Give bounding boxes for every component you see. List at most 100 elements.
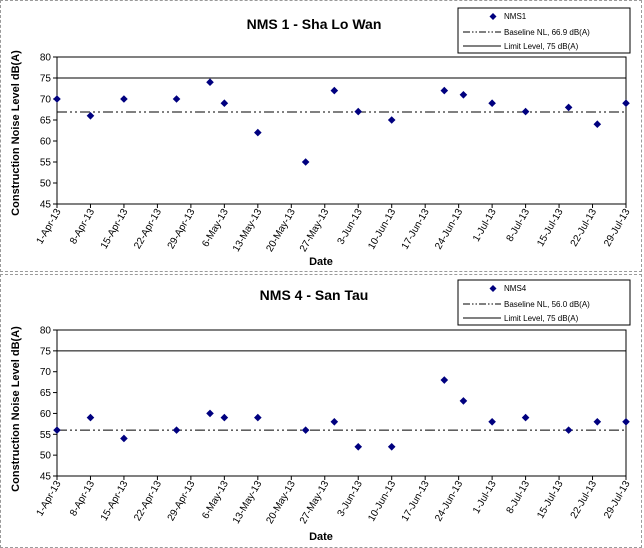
x-tick-label: 8-Jul-13: [505, 479, 533, 516]
legend-entry-series: NMS1: [504, 12, 527, 21]
data-point: [440, 86, 449, 95]
x-tick-label: 1-Jul-13: [471, 479, 499, 516]
x-tick-label: 8-Apr-13: [68, 207, 97, 247]
data-point: [172, 95, 181, 103]
data-point: [206, 78, 214, 86]
x-tick-label: 20-May-13: [264, 479, 298, 526]
x-tick-label: 22-Apr-13: [132, 479, 164, 523]
x-tick-label: 20-May-13: [264, 207, 298, 254]
data-point: [254, 128, 262, 137]
x-tick-label: 29-Apr-13: [166, 479, 198, 523]
data-point: [220, 413, 229, 422]
y-tick-label: 65: [40, 116, 52, 127]
x-tick-label: 1-Apr-13: [35, 207, 64, 247]
x-tick-label: 15-Jul-13: [535, 207, 566, 249]
data-point: [172, 426, 181, 434]
x-tick-label: 13-May-13: [231, 479, 265, 526]
data-point: [622, 99, 630, 107]
y-tick-label: 75: [40, 74, 52, 85]
x-tick-label: 3-Jun-13: [336, 479, 365, 519]
data-point: [564, 103, 573, 112]
data-point: [53, 426, 61, 434]
x-tick-label: 22-Jul-13: [569, 207, 600, 249]
x-tick-label: 15-Apr-13: [99, 479, 131, 523]
legend: NMS1 Baseline NL, 66.9 dB(A) Limit Level…: [457, 7, 631, 54]
x-tick-label: 10-Jun-13: [366, 207, 398, 252]
x-tick-label: 1-Jul-13: [471, 207, 499, 244]
data-point: [301, 426, 310, 434]
plot-frame: [56, 329, 627, 477]
data-point: [254, 413, 262, 422]
x-tick-label: 6-May-13: [200, 207, 231, 249]
x-tick-label: 10-Jun-13: [366, 479, 398, 524]
legend-entry-limit: Limit Level, 75 dB(A): [504, 314, 579, 323]
data-point: [387, 116, 396, 124]
plot-frame: [56, 56, 627, 205]
data-point: [220, 99, 229, 107]
x-tick-label: 17-Jun-13: [400, 479, 432, 524]
chart-nms1: NMS 1 - Sha Lo Wan 45 50 55 60 65 70 75 80 1-Apr…: [10, 7, 633, 268]
x-tick-label: 13-May-13: [231, 207, 265, 254]
y-tick-label: 75: [40, 346, 52, 357]
y-tick-label: 65: [40, 388, 52, 399]
legend-marker-diamond: [489, 13, 497, 20]
y-tick-label: 45: [40, 472, 52, 483]
y-axis-label: Construction Noise Level dB(A): [10, 326, 22, 492]
data-point: [120, 95, 128, 103]
data-point: [330, 86, 339, 95]
data-point: [521, 107, 530, 116]
x-tick-label: 27-May-13: [298, 479, 332, 526]
data-point: [622, 417, 630, 426]
data-point: [593, 120, 602, 128]
data-point: [488, 99, 496, 107]
data-point: [459, 91, 468, 99]
x-tick-label: 8-Jul-13: [505, 207, 533, 244]
data-point: [488, 417, 496, 426]
x-tick-label: 15-Apr-13: [99, 207, 131, 251]
data-point: [354, 443, 363, 451]
data-point: [564, 426, 573, 434]
y-tick-label: 60: [40, 409, 52, 420]
chart-title: NMS 1 - Sha Lo Wan: [247, 16, 382, 32]
x-tick-label: 3-Jun-13: [336, 207, 365, 247]
chart-nms4: NMS 4 - San Tau 45 50 55 60 65 70 75 80 1-Apr-13…: [10, 279, 633, 543]
x-axis-label: Date: [309, 256, 333, 268]
x-tick-label: 8-Apr-13: [68, 479, 97, 519]
data-point: [86, 112, 95, 120]
legend-entry-series: NMS4: [504, 284, 527, 293]
y-tick-label: 60: [40, 137, 52, 148]
y-axis-label: Construction Noise Level dB(A): [10, 50, 22, 216]
x-tick-label: 22-Jul-13: [569, 479, 600, 521]
legend-marker-diamond: [489, 285, 497, 292]
data-point: [120, 434, 128, 443]
x-tick-label: 1-Apr-13: [35, 479, 64, 519]
data-point: [387, 443, 396, 451]
legend-entry-baseline: Baseline NL, 56.0 dB(A): [504, 300, 590, 309]
x-tick-label: 27-May-13: [298, 207, 332, 254]
chart-panel-nms1: NMS 1 - Sha Lo Wan 45 50 55 60 65 70 75 80 1-Apr…: [0, 0, 642, 272]
legend-entry-baseline: Baseline NL, 66.9 dB(A): [504, 28, 590, 37]
x-tick-label: 17-Jun-13: [400, 207, 432, 252]
x-tick-label: 24-Jun-13: [433, 207, 465, 252]
x-tick-label: 15-Jul-13: [535, 479, 566, 521]
chart-panel-nms4: NMS 4 - San Tau 45 50 55 60 65 70 75 80 1-Apr-13…: [0, 274, 642, 548]
data-point: [330, 417, 339, 426]
y-tick-label: 70: [40, 367, 52, 378]
legend: NMS4 Baseline NL, 56.0 dB(A) Limit Level…: [457, 279, 631, 326]
x-tick-label: 29-Jul-13: [602, 207, 633, 249]
x-tick-label: 6-May-13: [200, 479, 231, 521]
legend-entry-limit: Limit Level, 75 dB(A): [504, 42, 579, 51]
chart-title: NMS 4 - San Tau: [260, 287, 369, 303]
data-point: [354, 107, 363, 116]
data-point: [593, 417, 602, 426]
y-tick-label: 80: [40, 53, 52, 64]
y-tick-label: 50: [40, 179, 52, 190]
plot-area: 45 50 55 60 65 70 75 80 1-Apr-13 8-Apr-13 15-Apr-1…: [35, 326, 633, 526]
y-tick-label: 50: [40, 451, 52, 462]
x-axis-label: Date: [309, 531, 333, 543]
data-point: [206, 409, 214, 418]
y-tick-label: 70: [40, 95, 52, 106]
data-point: [86, 413, 95, 422]
x-tick-label: 29-Apr-13: [166, 207, 198, 251]
x-tick-label: 29-Jul-13: [602, 479, 633, 521]
